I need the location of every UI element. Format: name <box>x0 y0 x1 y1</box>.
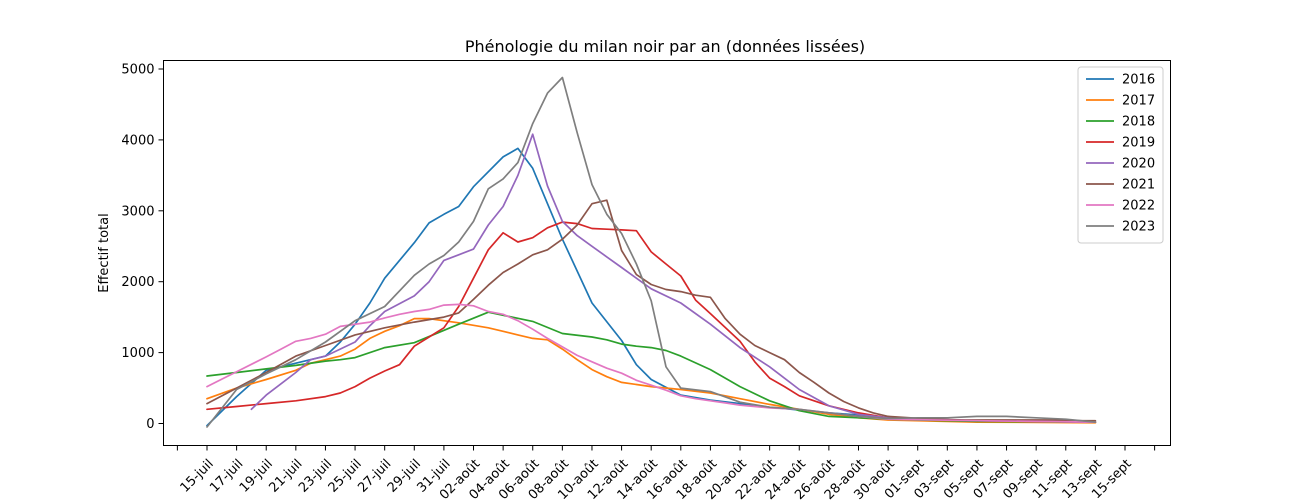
series-line-2023 <box>206 76 1097 428</box>
series-group <box>206 76 1097 428</box>
series-line-2021 <box>206 199 1097 422</box>
series-line-2022 <box>206 303 1097 423</box>
y-axis: 0 1000 2000 3000 4000 5000 <box>121 63 164 432</box>
y-tick-label: 0 <box>146 417 154 432</box>
legend-frame <box>1077 66 1164 244</box>
plot-area-frame <box>163 60 1171 446</box>
legend-label: 2023 <box>1122 220 1155 235</box>
y-tick-label: 5000 <box>121 63 154 78</box>
legend-label: 2020 <box>1122 157 1155 172</box>
y-tick-label: 1000 <box>121 346 154 361</box>
series-line-2019 <box>206 221 1097 423</box>
legend-label: 2017 <box>1122 94 1155 109</box>
legend-label: 2018 <box>1122 115 1155 130</box>
legend: 2016 2017 2018 2019 2020 2021 2022 2023 <box>1077 66 1164 244</box>
y-axis-label: Effectif total <box>97 213 112 292</box>
legend-label: 2019 <box>1122 136 1155 151</box>
legend-label: 2022 <box>1122 199 1155 214</box>
legend-label: 2016 <box>1122 73 1155 88</box>
y-tick-label: 4000 <box>121 133 154 148</box>
y-tick-label: 2000 <box>121 275 154 290</box>
series-line-2017 <box>206 317 1097 424</box>
series-line-2016 <box>206 147 1097 427</box>
series-line-2020 <box>250 133 1097 423</box>
chart-title: Phénologie du milan noir par an (données… <box>465 37 865 56</box>
series-line-2018 <box>206 311 1097 423</box>
y-tick-label: 3000 <box>121 204 154 219</box>
x-axis: 15-juil17-juil19-juil21-juil23-juil25-ju… <box>176 445 1156 503</box>
legend-label: 2021 <box>1122 178 1155 193</box>
